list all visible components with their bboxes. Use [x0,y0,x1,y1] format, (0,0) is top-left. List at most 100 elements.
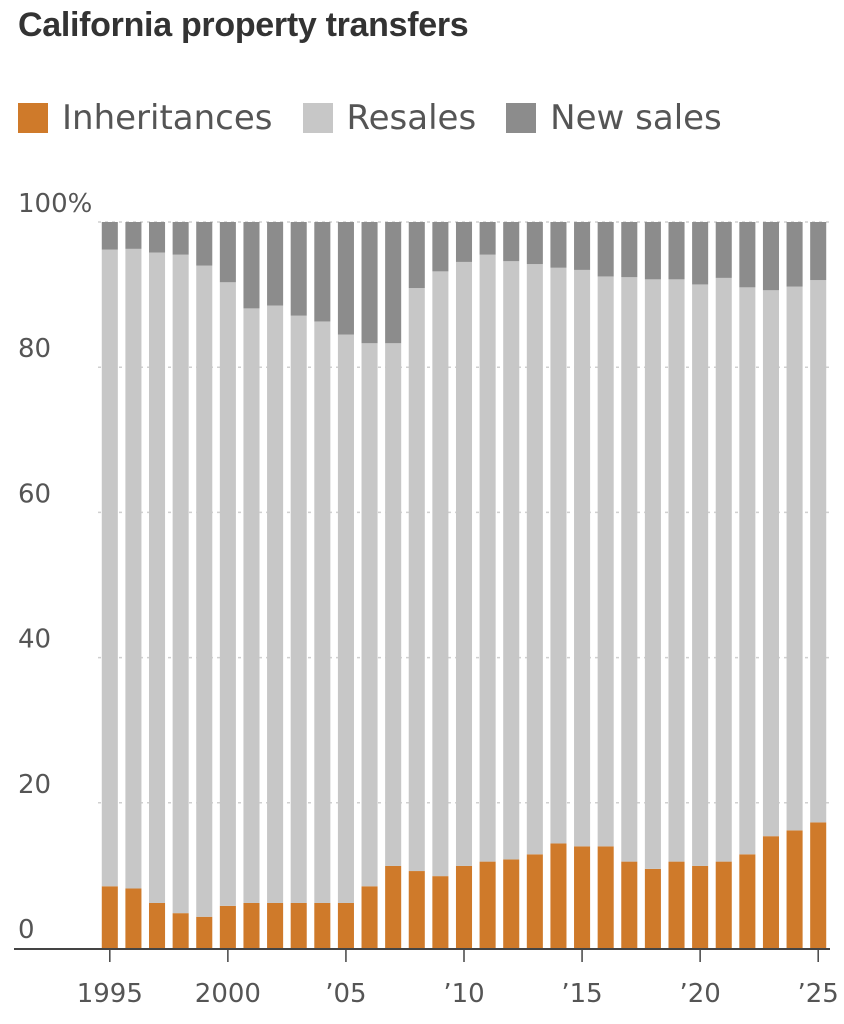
x-tick-label-2010: ’10 [443,979,484,1009]
bar-inheritances-2020 [692,865,709,948]
legend-item-new-sales: New sales [506,98,722,138]
bar-resales-1998 [172,254,189,914]
bar-inheritances-2015 [574,846,591,948]
bar-new_sales-1995 [101,222,118,250]
bar-new_sales-2005 [337,222,354,335]
x-tick-label-2020: ’20 [679,979,720,1009]
bar-inheritances-1998 [172,913,189,948]
bar-new_sales-2016 [597,222,614,277]
x-tick-label-2025: ’25 [798,979,839,1009]
y-axis-labels: 0 20 40 60 80 100% [18,189,92,945]
bar-new_sales-2013 [526,222,543,265]
x-axis [14,948,830,962]
bar-new_sales-2022 [739,222,756,288]
legend-swatch-inheritances [18,103,48,133]
bar-resales-2020 [692,284,709,866]
bar-resales-2001 [243,308,260,903]
x-tick-label-2000: 2000 [195,979,261,1009]
bar-resales-2006 [361,343,378,887]
bar-inheritances-2022 [739,854,756,948]
bar-new_sales-2008 [408,222,425,289]
y-tick-label-0: 0 [18,915,35,945]
bar-new_sales-2024 [786,222,803,287]
bar-resales-2017 [621,277,638,862]
bar-resales-2013 [526,264,543,855]
bar-resales-2012 [503,261,520,860]
bar-inheritances-2016 [597,846,614,948]
bar-inheritances-2012 [503,859,520,948]
bar-resales-1995 [101,249,118,887]
bar-resales-2025 [810,280,827,823]
bar-inheritances-1995 [101,886,118,948]
bar-resales-1996 [125,248,142,889]
bar-new_sales-2018 [644,222,661,280]
bar-inheritances-2019 [668,861,685,948]
legend-item-inheritances: Inheritances [18,98,273,138]
legend-label-resales: Resales [346,98,477,138]
bar-new_sales-2000 [219,222,236,283]
bar-resales-2008 [408,288,425,872]
bar-inheritances-2007 [385,865,402,948]
bar-resales-1997 [149,252,166,903]
chart-title: California property transfers [18,6,469,44]
y-tick-label-80: 80 [18,334,51,364]
y-tick-label-60: 60 [18,479,51,509]
bar-new_sales-2002 [267,222,284,306]
bar-inheritances-2004 [314,902,331,948]
bar-new_sales-2003 [290,222,307,316]
bar-inheritances-2008 [408,871,425,948]
bar-inheritances-2021 [715,861,732,948]
bar-new_sales-2025 [810,222,827,281]
bar-inheritances-1999 [196,916,213,948]
bar-inheritances-1996 [125,888,142,948]
bar-new_sales-2015 [574,222,591,270]
bar-resales-1999 [196,265,213,917]
bar-new_sales-2012 [503,222,520,262]
x-axis-labels: 1995 2000 ’05 ’10 ’15 ’20 ’25 [77,979,839,1009]
bar-new_sales-1996 [125,222,142,249]
bar-resales-2024 [786,286,803,831]
x-tick-label-2005: ’05 [325,979,366,1009]
bar-inheritances-2025 [810,822,827,948]
bar-new_sales-1997 [149,222,166,253]
bar-resales-2011 [479,254,496,862]
bar-inheritances-2011 [479,861,496,948]
legend-swatch-resales [302,103,333,133]
legend-swatch-new-sales [506,103,537,133]
bar-new_sales-1999 [196,222,213,266]
bar-resales-2014 [550,267,567,844]
legend-item-resales: Resales [302,98,477,138]
bar-resales-2000 [219,282,236,906]
bar-inheritances-2000 [219,905,236,948]
bar-new_sales-2001 [243,222,260,309]
bar-new_sales-2014 [550,222,567,268]
bar-new_sales-2006 [361,222,378,344]
bar-inheritances-2002 [267,902,284,948]
bar-resales-2018 [644,279,661,869]
bar-new_sales-2023 [762,222,779,291]
bar-resales-2015 [574,269,591,847]
legend-label-new-sales: New sales [550,98,722,138]
bar-resales-2023 [762,290,779,837]
bar-resales-2005 [337,334,354,903]
bar-inheritances-2018 [644,868,661,948]
legend: Inheritances Resales New sales [18,96,752,140]
bar-resales-2010 [455,261,473,866]
bars [101,222,827,948]
bar-new_sales-2011 [479,222,496,255]
y-tick-label-100: 100% [18,189,92,219]
bar-inheritances-2014 [550,843,567,948]
bar-inheritances-1997 [149,902,166,948]
bar-new_sales-2019 [668,222,685,280]
bar-inheritances-2023 [762,836,779,948]
y-tick-label-20: 20 [18,770,51,800]
bar-inheritances-2017 [621,861,638,948]
bar-resales-2019 [668,279,685,862]
bar-inheritances-2013 [526,854,543,948]
bar-new_sales-2017 [621,222,638,278]
bar-new_sales-2021 [715,222,732,278]
bar-new_sales-2010 [455,222,473,262]
bar-inheritances-2005 [337,902,354,948]
bar-inheritances-2006 [361,886,378,948]
